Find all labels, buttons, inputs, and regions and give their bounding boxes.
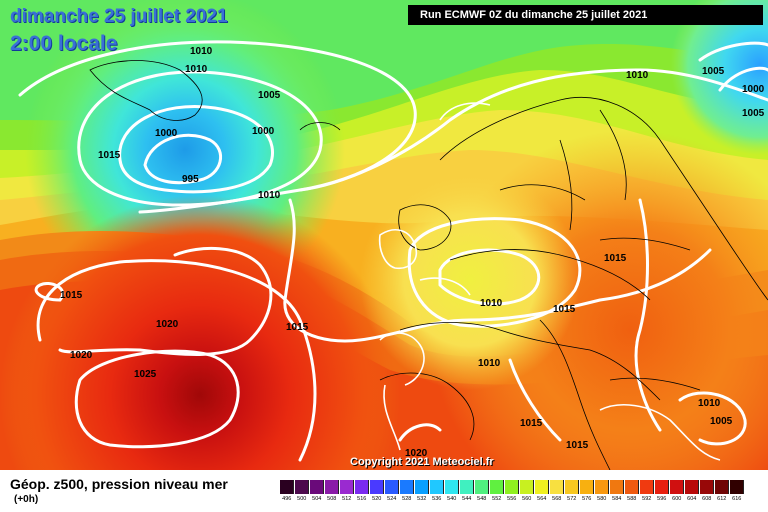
scale-tick-label: 580 bbox=[597, 496, 607, 502]
scale-swatch bbox=[340, 480, 354, 494]
pressure-label: 1010 bbox=[185, 64, 208, 75]
pressure-label: 1015 bbox=[60, 290, 83, 301]
scale-swatch bbox=[655, 480, 669, 494]
scale-tick-label: 536 bbox=[432, 496, 442, 502]
scale-swatch bbox=[280, 480, 294, 494]
pressure-label: 1015 bbox=[286, 322, 309, 333]
weather-map: 1010 1010 1005 1000 1000 1015 995 1010 1… bbox=[0, 0, 768, 470]
scale-swatch bbox=[715, 480, 729, 494]
scale-swatch bbox=[325, 480, 339, 494]
run-info-box: Run ECMWF 0Z du dimanche 25 juillet 2021 bbox=[408, 5, 763, 25]
scale-tick-label: 552 bbox=[492, 496, 502, 502]
pressure-label: 1020 bbox=[156, 319, 179, 330]
scale-tick-label: 568 bbox=[552, 496, 562, 502]
scale-tick-label: 532 bbox=[417, 496, 427, 502]
scale-swatch bbox=[415, 480, 429, 494]
pressure-label: 1020 bbox=[405, 448, 428, 459]
run-info-label: Run ECMWF 0Z du dimanche 25 juillet 2021 bbox=[420, 9, 648, 21]
scale-swatch bbox=[520, 480, 534, 494]
scale-tick-label: 516 bbox=[357, 496, 367, 502]
pressure-label: 1005 bbox=[258, 90, 281, 101]
pressure-label: 1000 bbox=[252, 126, 275, 137]
scale-tick-label: 504 bbox=[312, 496, 322, 502]
pressure-label: 1000 bbox=[742, 84, 765, 95]
scale-tick-label: 544 bbox=[462, 496, 472, 502]
pressure-label: 1025 bbox=[134, 369, 157, 380]
scale-tick-label: 560 bbox=[522, 496, 532, 502]
local-time-title: 2:00 locale bbox=[10, 32, 118, 55]
legend-subtitle: (+0h) bbox=[14, 494, 39, 505]
scale-swatch bbox=[445, 480, 459, 494]
scale-swatch bbox=[355, 480, 369, 494]
pressure-label: 1000 bbox=[155, 128, 178, 139]
copyright-text: Copyright 2021 Meteociel.fr bbox=[350, 456, 494, 468]
legend-bar: Géop. z500, pression niveau mer (+0h) 49… bbox=[0, 470, 768, 512]
scale-tick-label: 616 bbox=[732, 496, 742, 502]
scale-swatch bbox=[430, 480, 444, 494]
scale-tick-label: 500 bbox=[297, 496, 307, 502]
pressure-label: 1015 bbox=[553, 304, 576, 315]
scale-swatch bbox=[685, 480, 699, 494]
scale-swatch bbox=[625, 480, 639, 494]
scale-swatch bbox=[565, 480, 579, 494]
scale-swatch bbox=[610, 480, 624, 494]
scale-tick-label: 556 bbox=[507, 496, 517, 502]
scale-tick-label: 508 bbox=[327, 496, 337, 502]
scale-swatch bbox=[475, 480, 489, 494]
scale-swatch bbox=[370, 480, 384, 494]
scale-swatch bbox=[400, 480, 414, 494]
pressure-label: 1010 bbox=[478, 358, 501, 369]
scale-tick-label: 588 bbox=[627, 496, 637, 502]
scale-tick-label: 512 bbox=[342, 496, 352, 502]
scale-tick-label: 548 bbox=[477, 496, 487, 502]
scale-swatch bbox=[310, 480, 324, 494]
pressure-label: 1005 bbox=[742, 108, 765, 119]
scale-tick-label: 540 bbox=[447, 496, 457, 502]
scale-swatch bbox=[640, 480, 654, 494]
scale-tick-label: 496 bbox=[282, 496, 292, 502]
scale-tick-label: 600 bbox=[672, 496, 682, 502]
pressure-label: 1010 bbox=[698, 398, 721, 409]
scale-swatch bbox=[490, 480, 504, 494]
pressure-label: 1020 bbox=[70, 350, 93, 361]
scale-swatch bbox=[730, 480, 744, 494]
scale-swatch bbox=[460, 480, 474, 494]
pressure-label: 1010 bbox=[190, 46, 213, 57]
pressure-label: 1015 bbox=[604, 253, 627, 264]
scale-tick-label: 576 bbox=[582, 496, 592, 502]
pressure-label: 1005 bbox=[702, 66, 725, 77]
scale-swatch bbox=[595, 480, 609, 494]
scale-tick-label: 520 bbox=[372, 496, 382, 502]
pressure-label: 1010 bbox=[626, 70, 649, 81]
scale-swatch bbox=[385, 480, 399, 494]
scale-swatch bbox=[535, 480, 549, 494]
scale-tick-label: 608 bbox=[702, 496, 712, 502]
pressure-label: 1005 bbox=[710, 416, 733, 427]
scale-swatch bbox=[550, 480, 564, 494]
scale-tick-label: 572 bbox=[567, 496, 577, 502]
legend-title: Géop. z500, pression niveau mer bbox=[10, 476, 228, 492]
scale-tick-label: 612 bbox=[717, 496, 727, 502]
pressure-label: 1015 bbox=[566, 440, 589, 451]
scale-swatch bbox=[700, 480, 714, 494]
scale-tick-label: 596 bbox=[657, 496, 667, 502]
pressure-label: 1010 bbox=[480, 298, 503, 309]
date-title: dimanche 25 juillet 2021 bbox=[10, 6, 228, 27]
scale-swatch bbox=[295, 480, 309, 494]
pressure-label: 1010 bbox=[258, 190, 281, 201]
scale-tick-label: 524 bbox=[387, 496, 397, 502]
scale-tick-label: 604 bbox=[687, 496, 697, 502]
color-scale: 496 500 504 508 512 516 520 524 528 532 536 540 544 5… bbox=[280, 480, 746, 507]
scale-tick-label: 592 bbox=[642, 496, 652, 502]
scale-swatch bbox=[670, 480, 684, 494]
scale-tick-label: 584 bbox=[612, 496, 622, 502]
pressure-label: 995 bbox=[182, 174, 199, 185]
pressure-label: 1015 bbox=[98, 150, 121, 161]
scale-swatch bbox=[505, 480, 519, 494]
pressure-label: 1015 bbox=[520, 418, 543, 429]
scale-tick-label: 564 bbox=[537, 496, 547, 502]
scale-tick-label: 528 bbox=[402, 496, 412, 502]
scale-swatch bbox=[580, 480, 594, 494]
